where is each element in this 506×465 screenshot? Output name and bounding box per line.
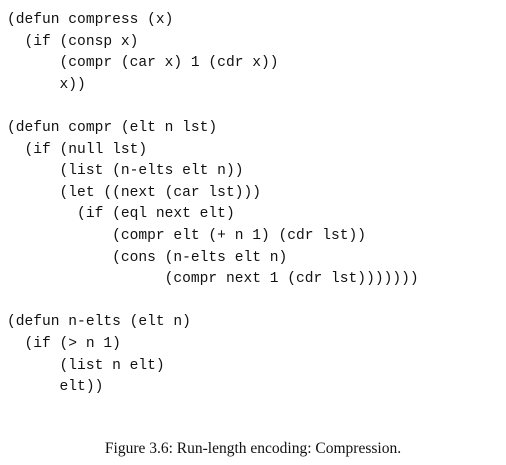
- code-line: (compr (car x) 1 (cdr x)): [7, 55, 279, 72]
- code-line: (cons (n-elts elt n): [7, 249, 288, 266]
- code-line: (if (null lst): [7, 141, 148, 158]
- code-line: [7, 96, 419, 118]
- code-line: (let ((next (car lst))): [7, 184, 261, 201]
- code-line: (if (eql next elt): [7, 206, 235, 223]
- code-line: elt)): [7, 379, 104, 396]
- code-line: [7, 291, 419, 313]
- code-line: (list n elt): [7, 357, 165, 374]
- code-line: (compr next 1 (cdr lst))))))): [7, 271, 419, 288]
- code-line: (defun n-elts (elt n): [7, 314, 191, 331]
- code-line: (defun compr (elt n lst): [7, 119, 218, 136]
- code-line: x)): [7, 76, 86, 93]
- code-line: (list (n-elts elt n)): [7, 163, 244, 180]
- code-line: (if (> n 1): [7, 335, 121, 352]
- code-line: (defun compress (x): [7, 12, 174, 28]
- code-line: (compr elt (+ n 1) (cdr lst)): [7, 227, 367, 244]
- code-listing: (defun compress (x) (if (consp x) (compr…: [7, 10, 419, 399]
- code-line: (if (consp x): [7, 33, 139, 50]
- figure-caption: Figure 3.6: Run-length encoding: Compres…: [104, 440, 402, 457]
